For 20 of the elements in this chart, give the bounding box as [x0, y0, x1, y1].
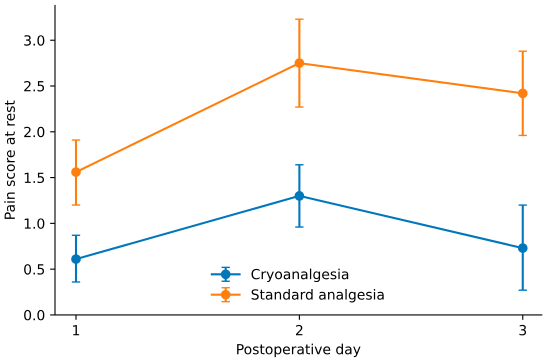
- point: [294, 58, 304, 68]
- point: [518, 88, 528, 98]
- legend-label: Standard analgesia: [252, 289, 384, 302]
- x-tick-label: 3: [519, 324, 526, 336]
- x-tick-label: 1: [73, 325, 80, 336]
- y-tick-label: 3.0: [24, 35, 44, 46]
- legend-label: Cryoanalgesia: [251, 268, 348, 282]
- y-tick-label: 2.5: [24, 80, 44, 92]
- point: [71, 254, 81, 264]
- y-tick-label: 1.0: [24, 218, 44, 229]
- x-tick-label: 2: [296, 324, 302, 336]
- point: [71, 167, 81, 177]
- y-tick-label: 2.0: [24, 126, 44, 138]
- y-axis-title: Pain score at rest: [4, 100, 15, 219]
- point: [294, 191, 304, 201]
- y-tick-label: 0.5: [24, 264, 44, 275]
- y-tick-label: 0.0: [24, 310, 44, 320]
- y-tick-label: 1.5: [24, 172, 44, 184]
- point: [518, 243, 528, 253]
- x-axis-title: Postoperative day: [237, 344, 361, 358]
